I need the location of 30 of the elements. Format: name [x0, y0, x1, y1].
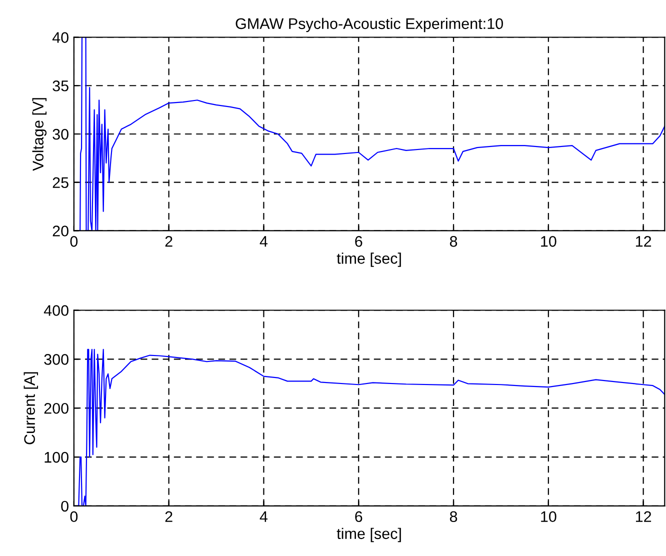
x-tick-label: 6	[355, 511, 362, 522]
y-tick-label: 25	[52, 177, 68, 188]
x-tick-label: 2	[165, 236, 172, 247]
y-axis-title: Voltage [V]	[32, 98, 47, 171]
x-tick-label: 0	[70, 236, 78, 247]
x-tick-label: 0	[70, 511, 78, 522]
y-tick-label: 300	[44, 354, 68, 365]
chart-title: GMAW Psycho-Acoustic Experiment:10	[236, 18, 503, 32]
y-axis-title: Current [A]	[24, 372, 38, 444]
x-tick-label: 8	[450, 236, 458, 247]
y-tick-label: 200	[44, 402, 68, 414]
y-tick-label: 30	[52, 128, 68, 140]
y-tick-label: 20	[52, 226, 68, 236]
x-tick-label: 10	[541, 236, 556, 247]
x-tick-label: 10	[541, 511, 556, 522]
x-tick-label: 12	[636, 236, 652, 247]
y-tick-label: 40	[52, 32, 68, 43]
x-axis-title: time [sec]	[336, 528, 401, 542]
y-tick-label: 0	[61, 500, 68, 512]
y-tick-label: 35	[52, 80, 68, 92]
line-series	[80, 37, 665, 231]
x-tick-label: 12	[636, 511, 652, 522]
x-axis-title: time [sec]	[336, 252, 401, 267]
y-tick-label: 100	[44, 452, 68, 463]
x-tick-label: 2	[165, 511, 172, 522]
x-tick-label: 4	[260, 511, 268, 522]
x-tick-label: 6	[355, 236, 362, 247]
x-tick-label: 4	[260, 236, 268, 247]
x-tick-label: 8	[450, 511, 458, 522]
y-tick-label: 400	[44, 305, 68, 316]
